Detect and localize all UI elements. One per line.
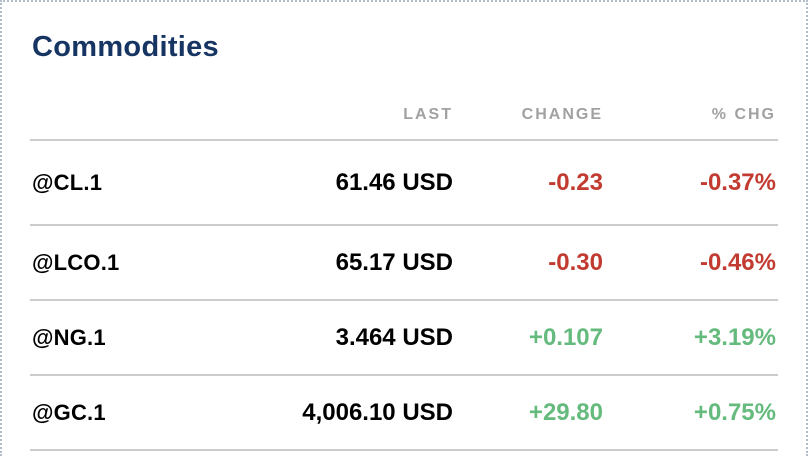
last-price-cell: 4,006.10 USD (200, 375, 455, 451)
symbol-link-cl1[interactable]: @CL.1 (32, 169, 103, 195)
table-row: @NG.1 3.464 USD +0.107 +3.19% (30, 300, 778, 376)
column-header-last: LAST (200, 64, 455, 141)
symbol-link-gc1[interactable]: @GC.1 (32, 399, 106, 425)
last-price-cell: 3.464 USD (200, 300, 455, 376)
pct-chg-cell: +3.19% (605, 300, 778, 376)
table-row: @CL.1 61.46 USD -0.23 -0.37% (30, 140, 778, 226)
table-row: @LCO.1 65.17 USD -0.30 -0.46% (30, 225, 778, 301)
symbol-link-lco1[interactable]: @LCO.1 (32, 249, 120, 275)
pct-chg-cell: -0.37% (605, 140, 778, 226)
change-cell: -0.23 (455, 140, 605, 226)
table-row: @GC.1 4,006.10 USD +29.80 +0.75% (30, 375, 778, 451)
commodities-table: LAST CHANGE % CHG @CL.1 61.46 USD -0.23 … (30, 64, 778, 451)
column-header-change: CHANGE (455, 64, 605, 141)
page-title: Commodities (32, 31, 219, 63)
change-cell: +0.107 (455, 300, 605, 376)
column-header-pct-chg: % CHG (605, 64, 778, 141)
symbol-link-ng1[interactable]: @NG.1 (32, 324, 106, 350)
pct-chg-cell: -0.46% (605, 225, 778, 301)
column-header-symbol (30, 64, 200, 141)
last-price-cell: 61.46 USD (200, 140, 455, 226)
last-price-cell: 65.17 USD (200, 225, 455, 301)
change-cell: +29.80 (455, 375, 605, 451)
symbol-cell: @LCO.1 (30, 225, 200, 301)
symbol-cell: @NG.1 (30, 300, 200, 376)
symbol-cell: @CL.1 (30, 140, 200, 226)
symbol-cell: @GC.1 (30, 375, 200, 451)
change-cell: -0.30 (455, 225, 605, 301)
pct-chg-cell: +0.75% (605, 375, 778, 451)
table-header-row: LAST CHANGE % CHG (30, 64, 778, 141)
